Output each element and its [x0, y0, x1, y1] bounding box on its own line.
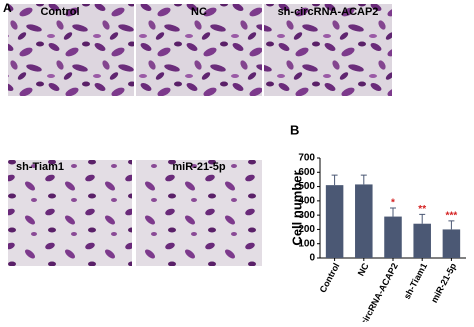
y-tick-label: 300: [298, 210, 315, 221]
y-tick-label: 700: [298, 153, 315, 164]
error-bar: [419, 213, 426, 224]
image-label: miR-21-5p: [172, 161, 225, 173]
significance-mark: **: [418, 204, 426, 215]
x-tick-label: NC: [356, 261, 371, 278]
y-axis-title: Cell number: [289, 170, 304, 245]
micrograph: [136, 4, 262, 96]
y-tick-label: 200: [298, 224, 315, 235]
image-label: NC: [191, 6, 207, 18]
bar: [413, 223, 431, 258]
error-bar: [448, 220, 455, 230]
micrograph: [8, 160, 132, 266]
micrograph: [136, 160, 262, 266]
error-bar: [360, 174, 367, 185]
panel-label: B: [290, 122, 299, 137]
panel-label: A: [3, 1, 12, 15]
image-label: sh-Tiam1: [16, 161, 64, 173]
image-label: sh-circRNA-ACAP2: [278, 6, 379, 18]
panel-b: B Cell number 0 100 200 300 400 500 600 700 Cont…: [289, 122, 466, 327]
y-tick-label: 600: [298, 167, 315, 178]
error-bar: [331, 174, 338, 186]
y-tick-label: 100: [298, 238, 315, 249]
significance-mark: *: [391, 198, 395, 209]
bar: [442, 229, 461, 258]
micrograph: [8, 4, 134, 96]
bar: [355, 184, 373, 258]
bar: [384, 216, 402, 258]
x-tick-label: sh-Tiam1: [402, 261, 429, 300]
significance-mark: ***: [446, 210, 458, 221]
x-tick-label: Control: [318, 261, 342, 294]
y-tick-label: 0: [309, 253, 315, 264]
error-bar: [390, 207, 396, 217]
x-tick-label: miR-21-5p: [429, 261, 458, 305]
panel-a: A Control NC sh-circRNA-ACAP2 sh-Tiam1 m…: [3, 1, 392, 266]
image-label: Control: [40, 6, 79, 18]
bar: [325, 185, 344, 258]
y-tick-label: 500: [298, 181, 315, 192]
micrograph: [264, 4, 392, 96]
y-tick-label: 400: [298, 195, 315, 206]
